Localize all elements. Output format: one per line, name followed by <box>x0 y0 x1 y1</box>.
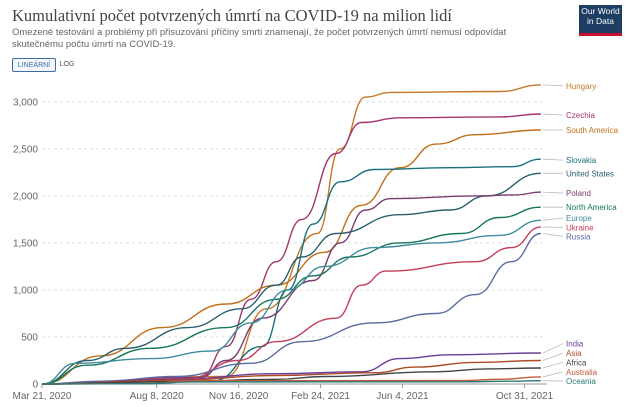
series-line-europe <box>41 219 541 385</box>
label-leader-line <box>542 113 564 116</box>
label-leader-line <box>542 158 564 161</box>
series-line-united-states <box>41 172 541 385</box>
series-line-poland <box>41 191 541 385</box>
y-tick-label: 0 <box>32 380 38 391</box>
series-line-czechia <box>41 113 541 385</box>
series-label-united-states: United States <box>566 169 614 178</box>
x-tick-label: Feb 24, 2021 <box>291 391 350 402</box>
series-line-oceania <box>41 380 541 385</box>
y-tick-label: 2,500 <box>13 144 38 155</box>
label-leader-line <box>542 84 564 87</box>
series-line-north-america <box>41 206 541 385</box>
log-scale-toggle[interactable]: LOG <box>59 61 75 68</box>
series-label-north-america: North America <box>566 203 617 212</box>
x-tick-label: Jun 4, 2021 <box>376 391 429 402</box>
series-label-africa: Africa <box>566 358 587 367</box>
series-line-africa <box>41 367 541 385</box>
label-leader-line <box>542 352 564 361</box>
label-leader-line <box>542 371 564 378</box>
x-tick-label: Aug 8, 2020 <box>130 391 184 402</box>
owid-logo[interactable]: Our World in Data <box>579 5 622 36</box>
series-label-asia: Asia <box>566 349 582 358</box>
series-line-russia <box>41 232 542 385</box>
series-label-slovakia: Slovakia <box>566 156 597 165</box>
series-line-south-america <box>41 129 541 385</box>
series-line-ukraine <box>41 226 541 385</box>
series-label-oceania: Oceania <box>566 377 596 386</box>
series-label-poland: Poland <box>566 189 591 198</box>
logo-line-2: in Data <box>587 15 614 26</box>
label-leader-line <box>542 217 564 221</box>
chart-title: Kumulativní počet potvrzených úmrtí na C… <box>12 6 452 25</box>
series-label-czechia: Czechia <box>566 111 595 120</box>
series-label-hungary: Hungary <box>566 82 596 91</box>
series-label-ukraine: Ukraine <box>566 223 594 232</box>
y-tick-label: 1,000 <box>13 285 38 296</box>
series-line-india <box>41 352 541 385</box>
x-tick-label: Mar 21, 2020 <box>13 391 72 402</box>
y-tick-label: 1,500 <box>13 238 38 249</box>
series-label-south-america: South America <box>566 126 619 135</box>
y-tick-label: 500 <box>21 332 38 343</box>
label-leader-line <box>542 361 564 369</box>
logo-line-1: Our World <box>581 6 620 16</box>
series-label-australia: Australia <box>566 368 598 377</box>
series-label-india: India <box>566 340 584 349</box>
label-leader-line <box>542 233 564 237</box>
label-leader-line <box>542 343 564 354</box>
x-tick-label: Oct 31, 2021 <box>496 391 554 402</box>
label-leader-line <box>542 191 564 194</box>
x-tick-label: Nov 16, 2020 <box>209 391 269 402</box>
series-label-russia: Russia <box>566 232 591 241</box>
chart-subtitle: Omezené testování a problémy při přisuzo… <box>12 27 507 50</box>
series-line-asia <box>41 359 541 385</box>
linear-scale-toggle[interactable]: LINEÁRNÍ <box>12 58 56 72</box>
series-label-europe: Europe <box>566 214 592 223</box>
y-tick-label: 2,000 <box>13 191 38 202</box>
y-tick-label: 3,000 <box>13 97 38 108</box>
